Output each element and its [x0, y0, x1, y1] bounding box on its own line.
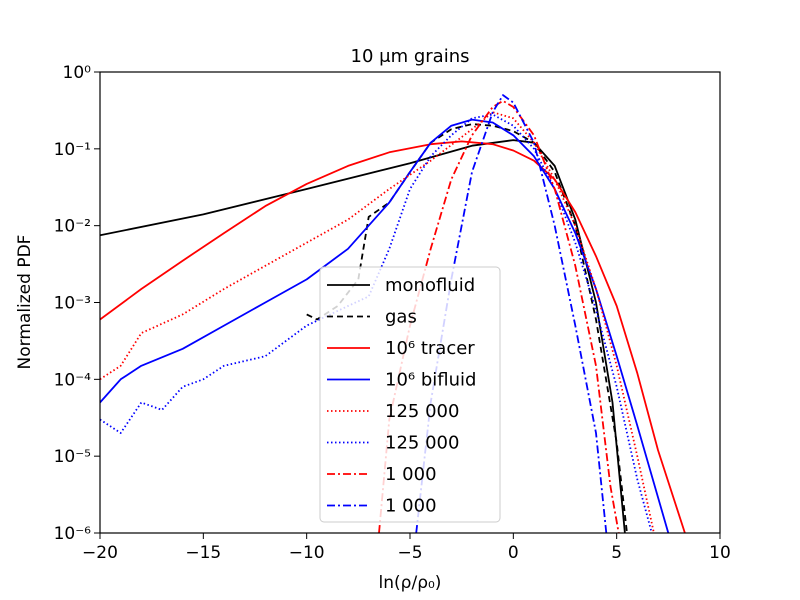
- legend-label: gas: [385, 307, 417, 328]
- y-axis-label: Normalized PDF: [15, 235, 35, 370]
- x-tick-label: −5: [397, 543, 422, 563]
- legend-label: 125 000: [385, 401, 459, 422]
- y-tick-label: 10⁻⁴: [54, 370, 92, 390]
- series-line-5: [100, 111, 655, 533]
- y-tick-label: 10⁻²: [54, 217, 91, 237]
- y-axis: 10⁻⁶ 10⁻⁵ 10⁻⁴ 10⁻³ 10⁻² 10⁻¹ 10⁰: [54, 63, 100, 544]
- x-tick-label: 0: [508, 543, 519, 563]
- x-tick-label: −10: [289, 543, 325, 563]
- x-axis: −20 −15 −10 −5 0 5 10: [82, 533, 731, 563]
- x-tick-label: −15: [185, 543, 221, 563]
- y-tick-label: 10⁻⁶: [54, 524, 92, 544]
- y-tick-label: 10⁻⁵: [54, 447, 91, 467]
- legend: monofluid gas 10⁶ tracer 10⁶ bifluid 125 000…: [319, 266, 501, 523]
- chart-title: 10 μm grains: [351, 46, 470, 67]
- legend-label: 125 000: [385, 433, 459, 454]
- series-line-4: [100, 118, 670, 533]
- x-tick-label: −20: [82, 543, 118, 563]
- x-tick-label: 5: [611, 543, 622, 563]
- y-tick-label: 10⁰: [63, 63, 92, 83]
- x-axis-label: ln(ρ/ρ₀): [379, 573, 442, 593]
- x-tick-label: 10: [709, 543, 731, 563]
- series-line-3: [100, 140, 686, 533]
- legend-label: 10⁶ bifluid: [385, 370, 476, 391]
- legend-label: 1 000: [385, 464, 437, 485]
- y-tick-label: 10⁻³: [54, 294, 91, 314]
- legend-label: 10⁶ tracer: [385, 338, 475, 359]
- legend-label: 1 000: [385, 496, 437, 517]
- y-tick-label: 10⁻¹: [54, 140, 91, 160]
- legend-label: monofluid: [385, 275, 475, 296]
- legend-box: [319, 266, 501, 523]
